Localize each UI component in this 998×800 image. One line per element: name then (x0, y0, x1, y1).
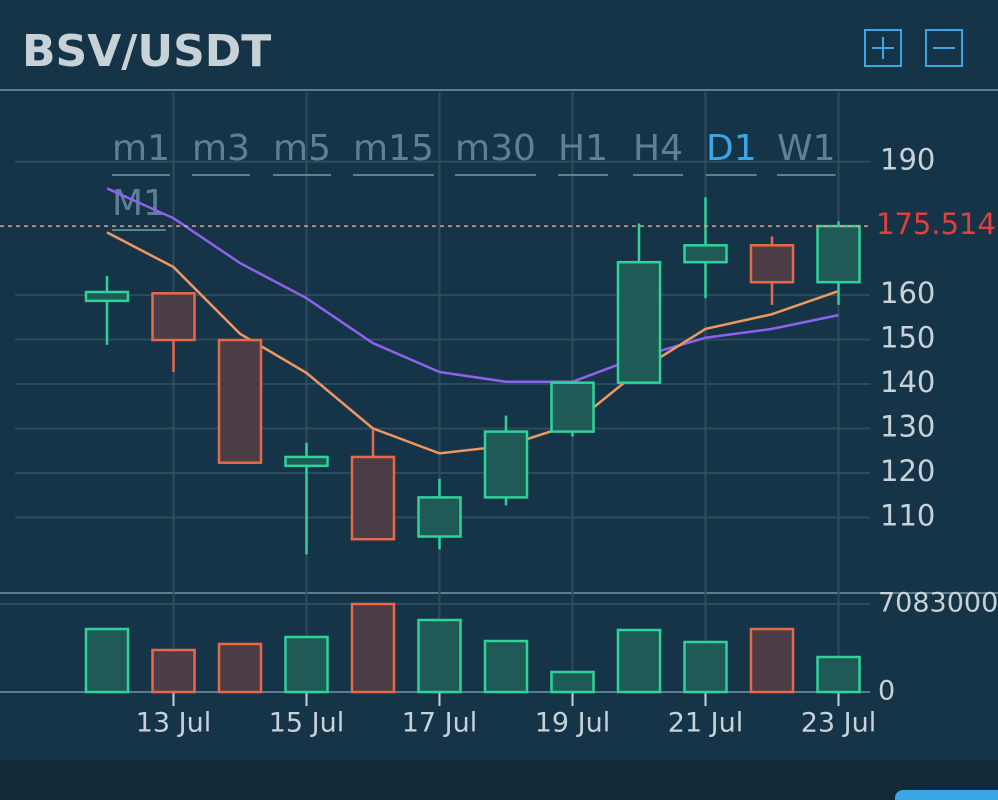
candle-body (683, 244, 728, 264)
volume-bar (84, 627, 130, 694)
x-tick-label: 13 Jul (136, 708, 212, 739)
y-tick-label: 110 (880, 498, 935, 532)
interval-button[interactable]: m1 (112, 128, 170, 169)
bottom-bar (0, 760, 998, 800)
interval-button[interactable]: m5 (273, 128, 331, 169)
candle-body (550, 381, 595, 433)
zoom-in-button[interactable] (864, 29, 902, 67)
y-tick-label: 150 (880, 321, 935, 355)
last-price-label: 175.514 (876, 207, 996, 241)
volume-tick-label: 7083000 (878, 588, 998, 619)
interval-button[interactable]: D1 (706, 128, 757, 169)
y-tick-label: 160 (880, 276, 935, 310)
y-tick-label: 130 (880, 409, 935, 443)
x-tick-label: 17 Jul (402, 708, 478, 739)
candle-body (151, 292, 196, 342)
candle-body (483, 430, 529, 499)
y-tick-label: 140 (880, 365, 935, 399)
interval-button[interactable]: H4 (633, 128, 683, 169)
candle-body (749, 244, 795, 284)
volume-tick-label: 0 (878, 676, 895, 707)
volume-bar (217, 642, 263, 694)
candle-body (417, 496, 462, 538)
x-tick-label: 19 Jul (535, 708, 611, 739)
x-tick-label: 21 Jul (668, 708, 744, 739)
volume-bar (151, 648, 196, 694)
chart-title: BSV/USDT (22, 26, 271, 77)
volume-bar (616, 628, 662, 694)
interval-button[interactable]: m15 (353, 128, 434, 169)
bottom-button[interactable] (895, 790, 998, 800)
volume-bar (816, 655, 861, 694)
volume-bar (749, 627, 795, 694)
zoom-out-button[interactable] (925, 29, 963, 67)
x-tick-label: 15 Jul (269, 708, 345, 739)
candle-body (84, 290, 130, 303)
candle-body (217, 338, 263, 464)
volume-bar (284, 635, 329, 694)
volume-bar (550, 670, 595, 694)
y-tick-label: 190 (880, 143, 935, 177)
moving-average-line (106, 187, 839, 384)
x-tick-label: 23 Jul (801, 708, 877, 739)
volume-bar (350, 602, 396, 694)
volume-bar (483, 639, 529, 694)
candle-body (616, 260, 662, 384)
interval-button[interactable]: W1 (777, 128, 836, 169)
volume-bar (683, 640, 728, 694)
interval-button[interactable]: m3 (192, 128, 250, 169)
y-tick-label: 120 (880, 454, 935, 488)
interval-button[interactable]: H1 (558, 128, 608, 169)
candle-body (350, 455, 396, 541)
candle-body (284, 455, 329, 468)
candle-body (816, 224, 861, 284)
volume-bar (417, 618, 462, 694)
interval-button[interactable]: m30 (455, 128, 536, 169)
moving-average-line (106, 231, 839, 455)
